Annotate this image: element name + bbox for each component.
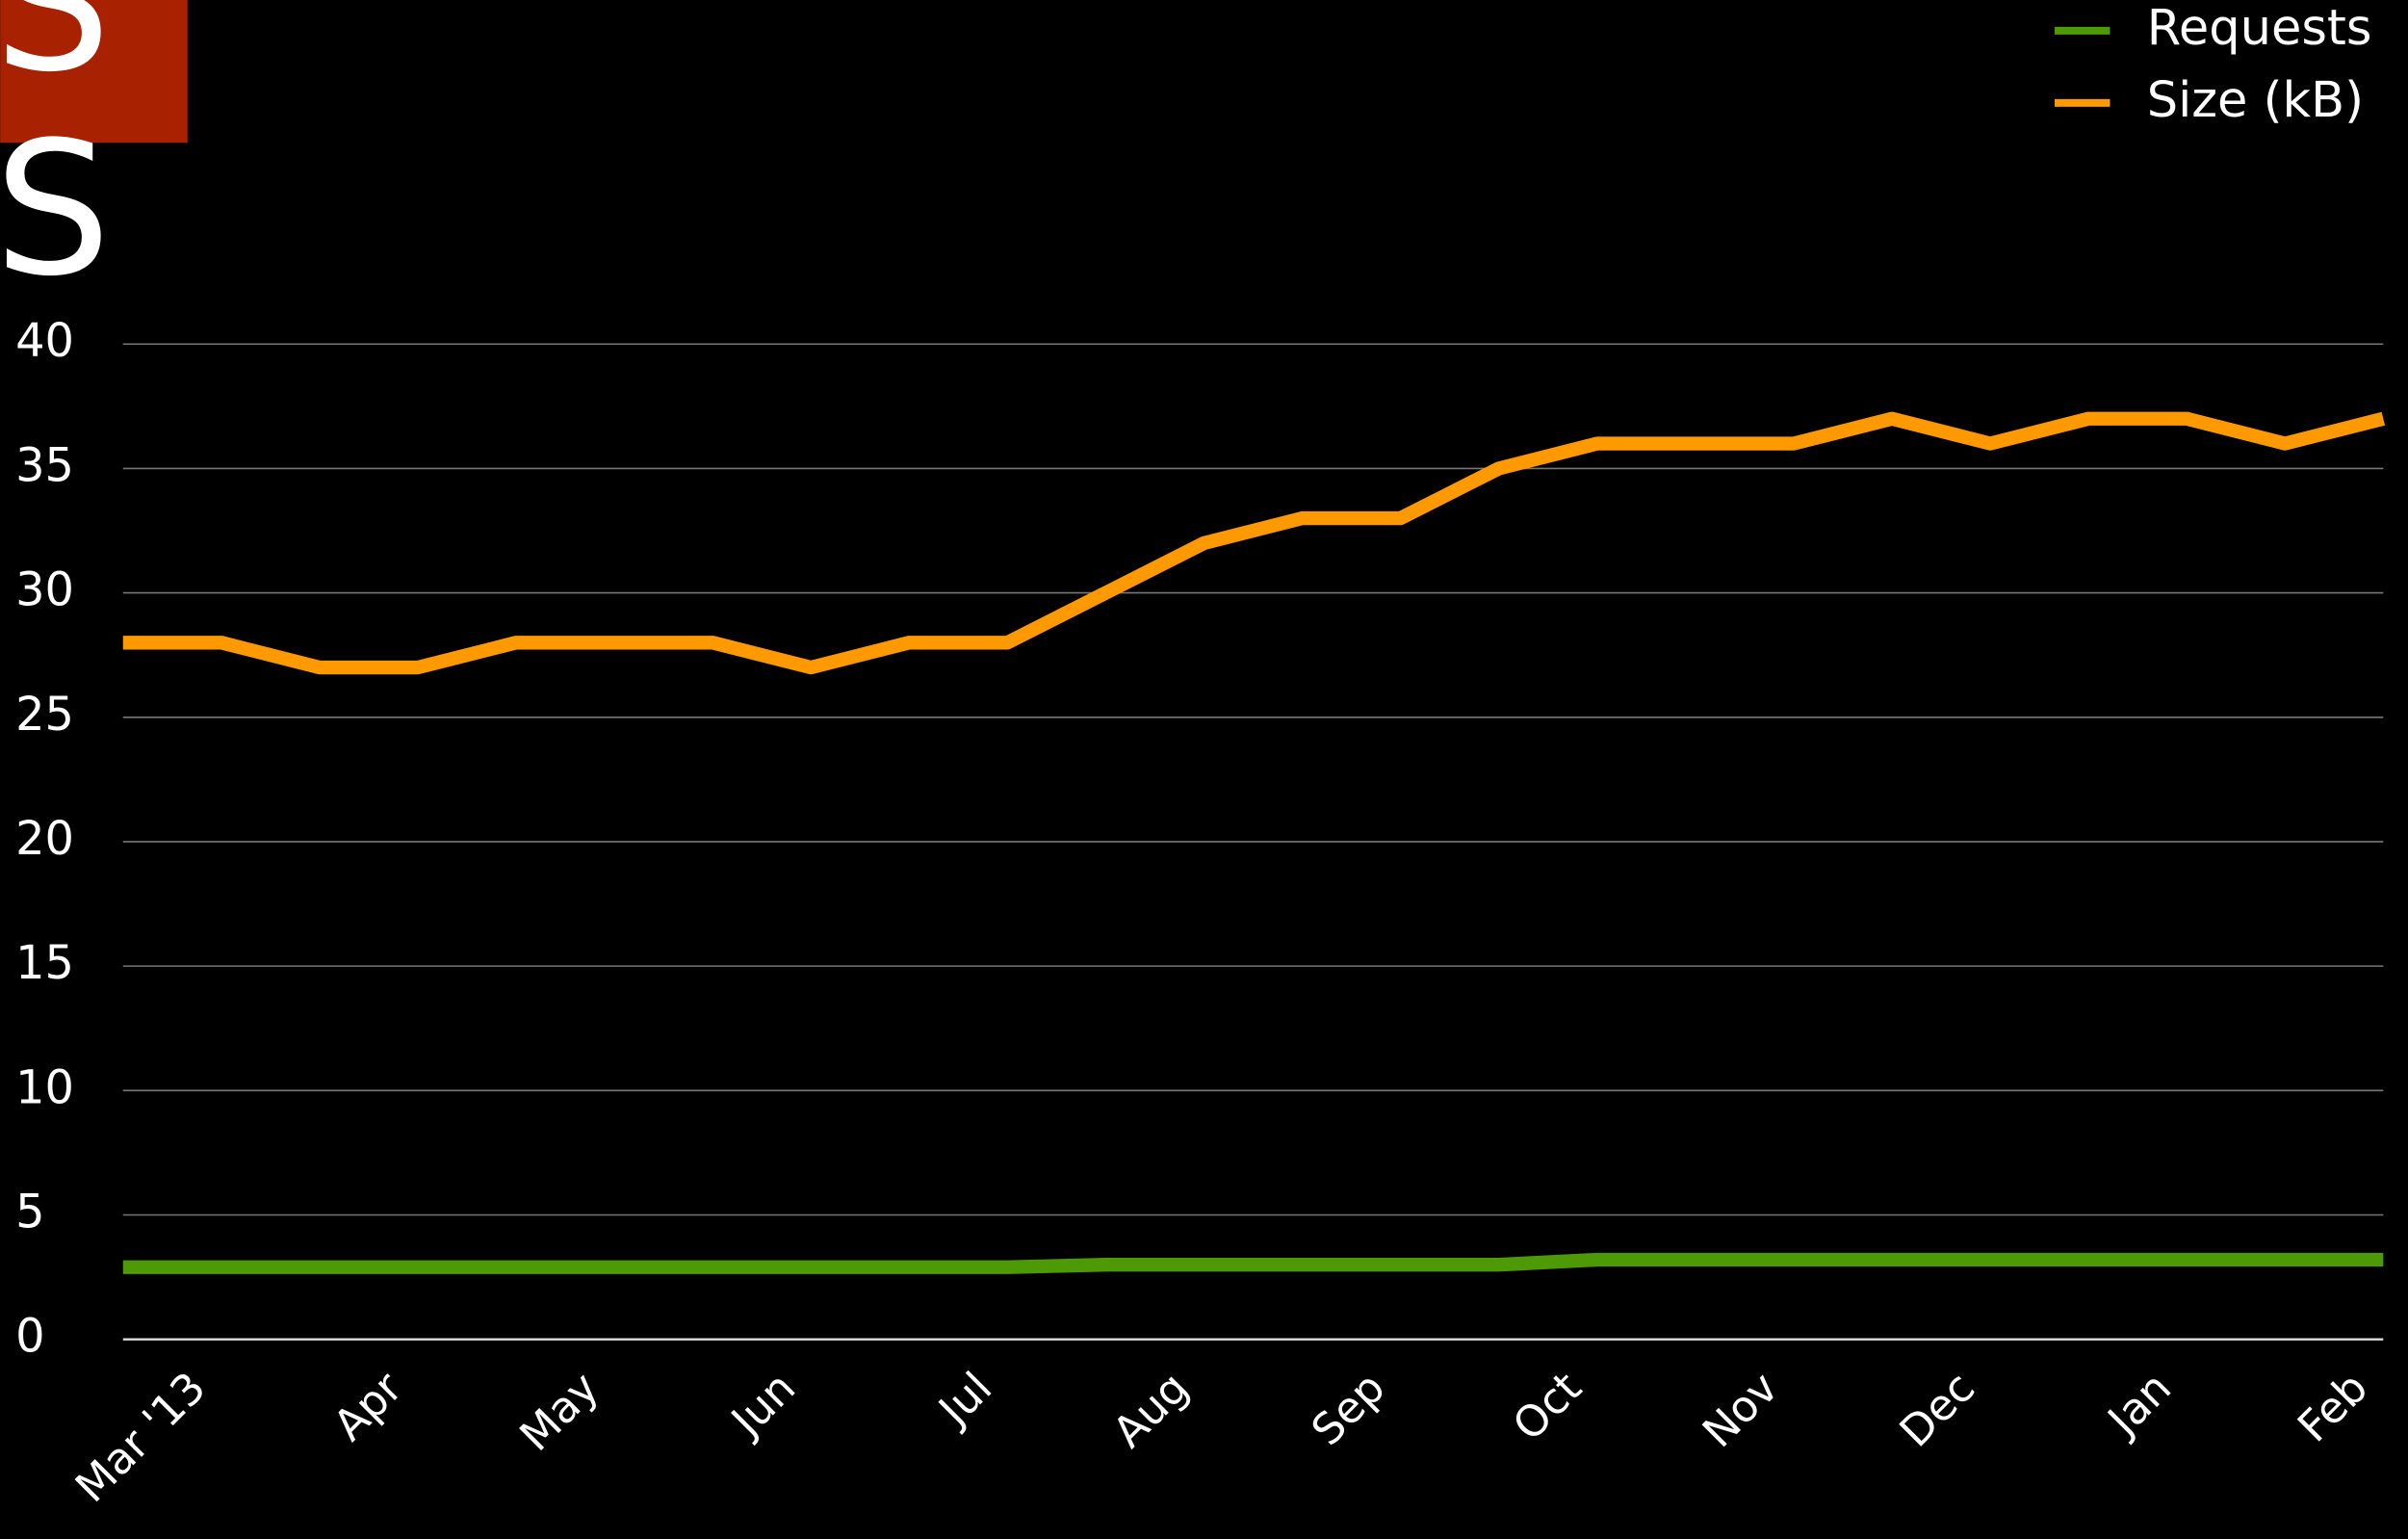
x-tick-label: Feb xyxy=(2289,1363,2378,1452)
title-fragment: S xyxy=(0,0,111,113)
x-tick-label: Mar '13 xyxy=(66,1363,216,1512)
x-tick-label: Sep xyxy=(1302,1363,1394,1455)
y-tick-label: 15 xyxy=(15,937,74,990)
x-tick-label: May xyxy=(510,1363,608,1461)
x-tick-label: Apr xyxy=(324,1362,413,1450)
title-fragment: S xyxy=(0,102,111,317)
y-tick-label: 5 xyxy=(15,1186,44,1239)
y-tick-label: 30 xyxy=(15,564,74,617)
y-tick-label: 25 xyxy=(15,689,74,742)
y-tick-label: 0 xyxy=(15,1311,44,1364)
legend-label: Requests xyxy=(2147,0,2372,57)
x-tick-label: Jun xyxy=(720,1363,805,1448)
x-tick-label: Jan xyxy=(2097,1363,2182,1448)
x-tick-label: Oct xyxy=(1503,1363,1591,1450)
series-line xyxy=(122,411,2386,675)
x-tick-label: Nov xyxy=(1693,1363,1787,1457)
legend-label: Size (kB) xyxy=(2147,72,2364,129)
title-box xyxy=(0,0,188,143)
y-tick-label: 40 xyxy=(15,315,74,368)
x-tick-label: Dec xyxy=(1890,1363,1984,1457)
x-tick-label: Aug xyxy=(1103,1363,1198,1457)
y-tick-label: 10 xyxy=(15,1061,74,1114)
series-line xyxy=(122,1252,2384,1274)
y-tick-label: 20 xyxy=(15,813,74,866)
x-tick-label: Jul xyxy=(927,1363,1001,1437)
y-tick-label: 35 xyxy=(15,439,74,492)
